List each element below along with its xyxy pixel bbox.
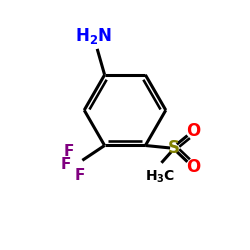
- Text: $\mathregular{H_2N}$: $\mathregular{H_2N}$: [75, 26, 112, 46]
- Text: $\mathregular{H_3C}$: $\mathregular{H_3C}$: [145, 169, 175, 185]
- Text: F: F: [61, 156, 72, 172]
- Text: O: O: [186, 122, 200, 140]
- Text: S: S: [168, 139, 180, 157]
- Text: O: O: [186, 158, 200, 176]
- Text: F: F: [75, 168, 85, 183]
- Text: F: F: [64, 144, 74, 159]
